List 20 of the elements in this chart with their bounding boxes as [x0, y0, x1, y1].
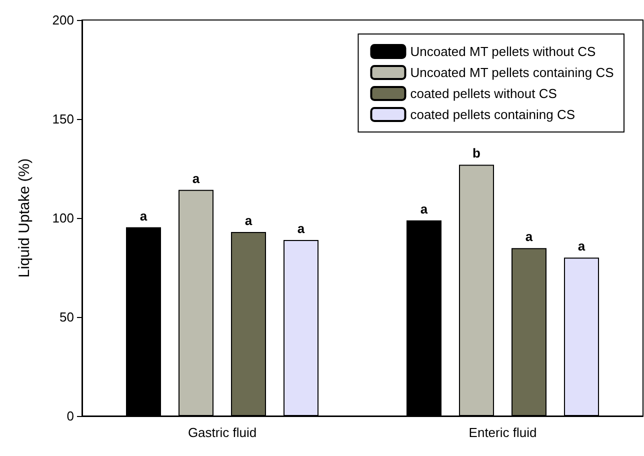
data-label: a	[297, 220, 306, 236]
legend-label: coated pellets containing CS	[410, 107, 576, 122]
y-tick-label: 0	[66, 408, 74, 424]
data-label: a	[420, 201, 428, 216]
data-label: a	[140, 208, 148, 224]
y-tick-label: 150	[52, 112, 74, 126]
y-axis-title: Liquid Uptake (%)	[16, 158, 33, 278]
y-tick-label: 200	[52, 12, 74, 28]
data-label: a	[525, 229, 534, 244]
x-tick-label: Enteric fluid	[468, 425, 537, 440]
data-label: b	[472, 146, 481, 161]
y-tick-label: 100	[52, 210, 74, 226]
data-label: a	[578, 238, 586, 254]
legend-label: Uncoated MT pellets without CS	[410, 44, 596, 59]
x-tick-label: Gastric fluid	[188, 425, 257, 440]
data-label: a	[192, 170, 200, 186]
data-label: a	[244, 213, 253, 228]
y-tick-label: 50	[60, 310, 74, 324]
legend-label: Uncoated MT pellets containing CS	[410, 65, 614, 80]
legend-label: coated pellets without CS	[410, 86, 558, 101]
